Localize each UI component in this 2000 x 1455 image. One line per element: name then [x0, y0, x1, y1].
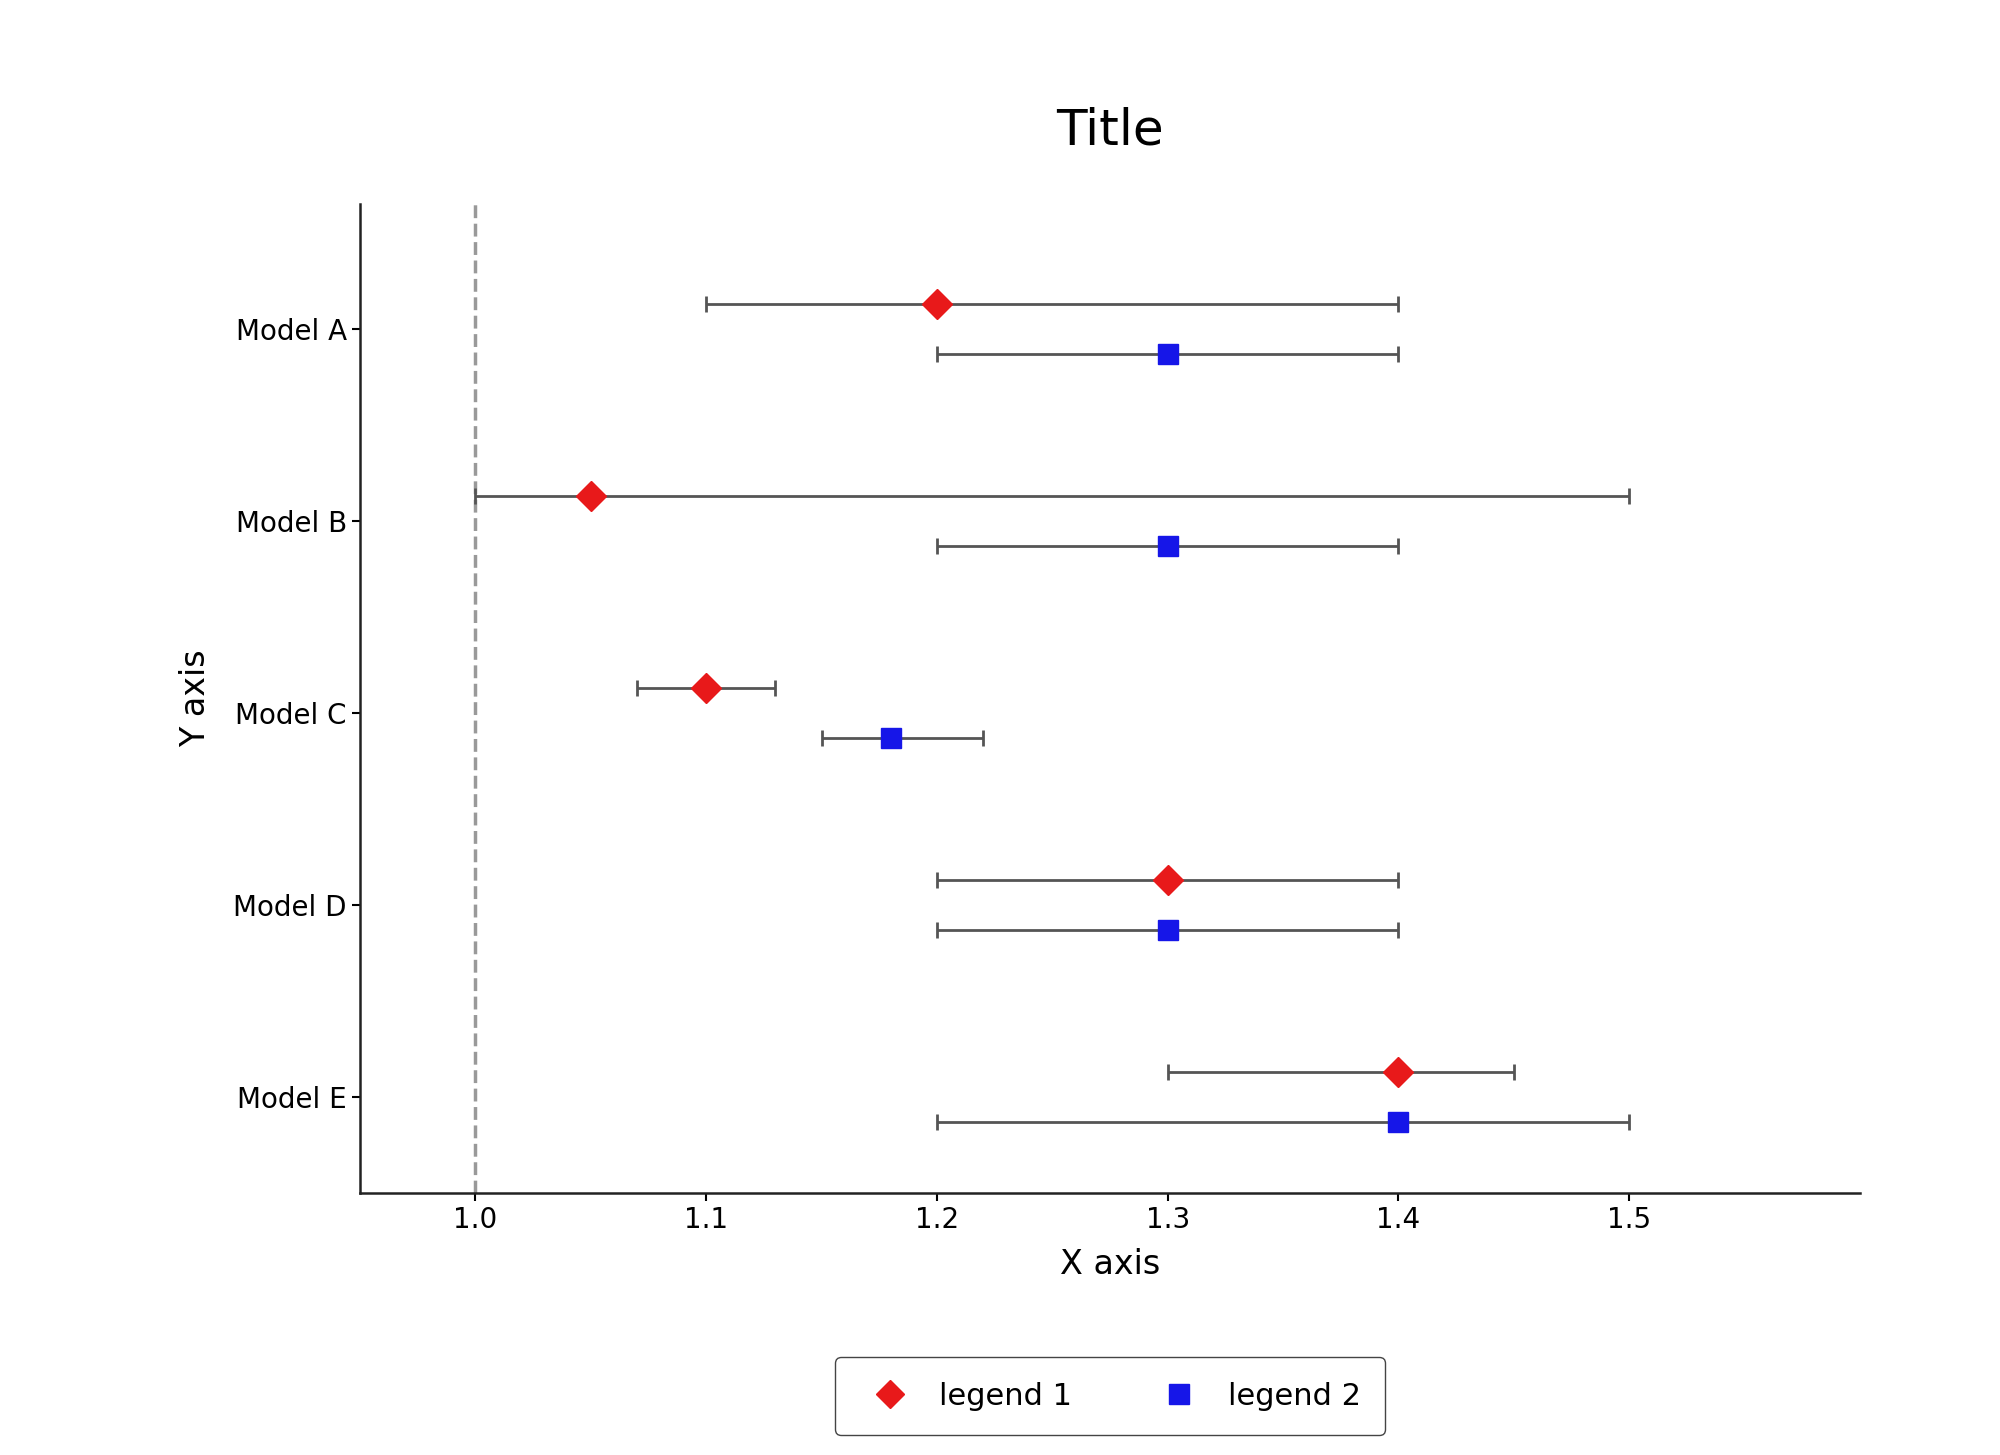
Text: Title: Title	[1056, 108, 1164, 154]
Y-axis label: Y axis: Y axis	[180, 649, 212, 748]
Legend: legend 1, legend 2: legend 1, legend 2	[834, 1358, 1386, 1435]
X-axis label: X axis: X axis	[1060, 1248, 1160, 1282]
